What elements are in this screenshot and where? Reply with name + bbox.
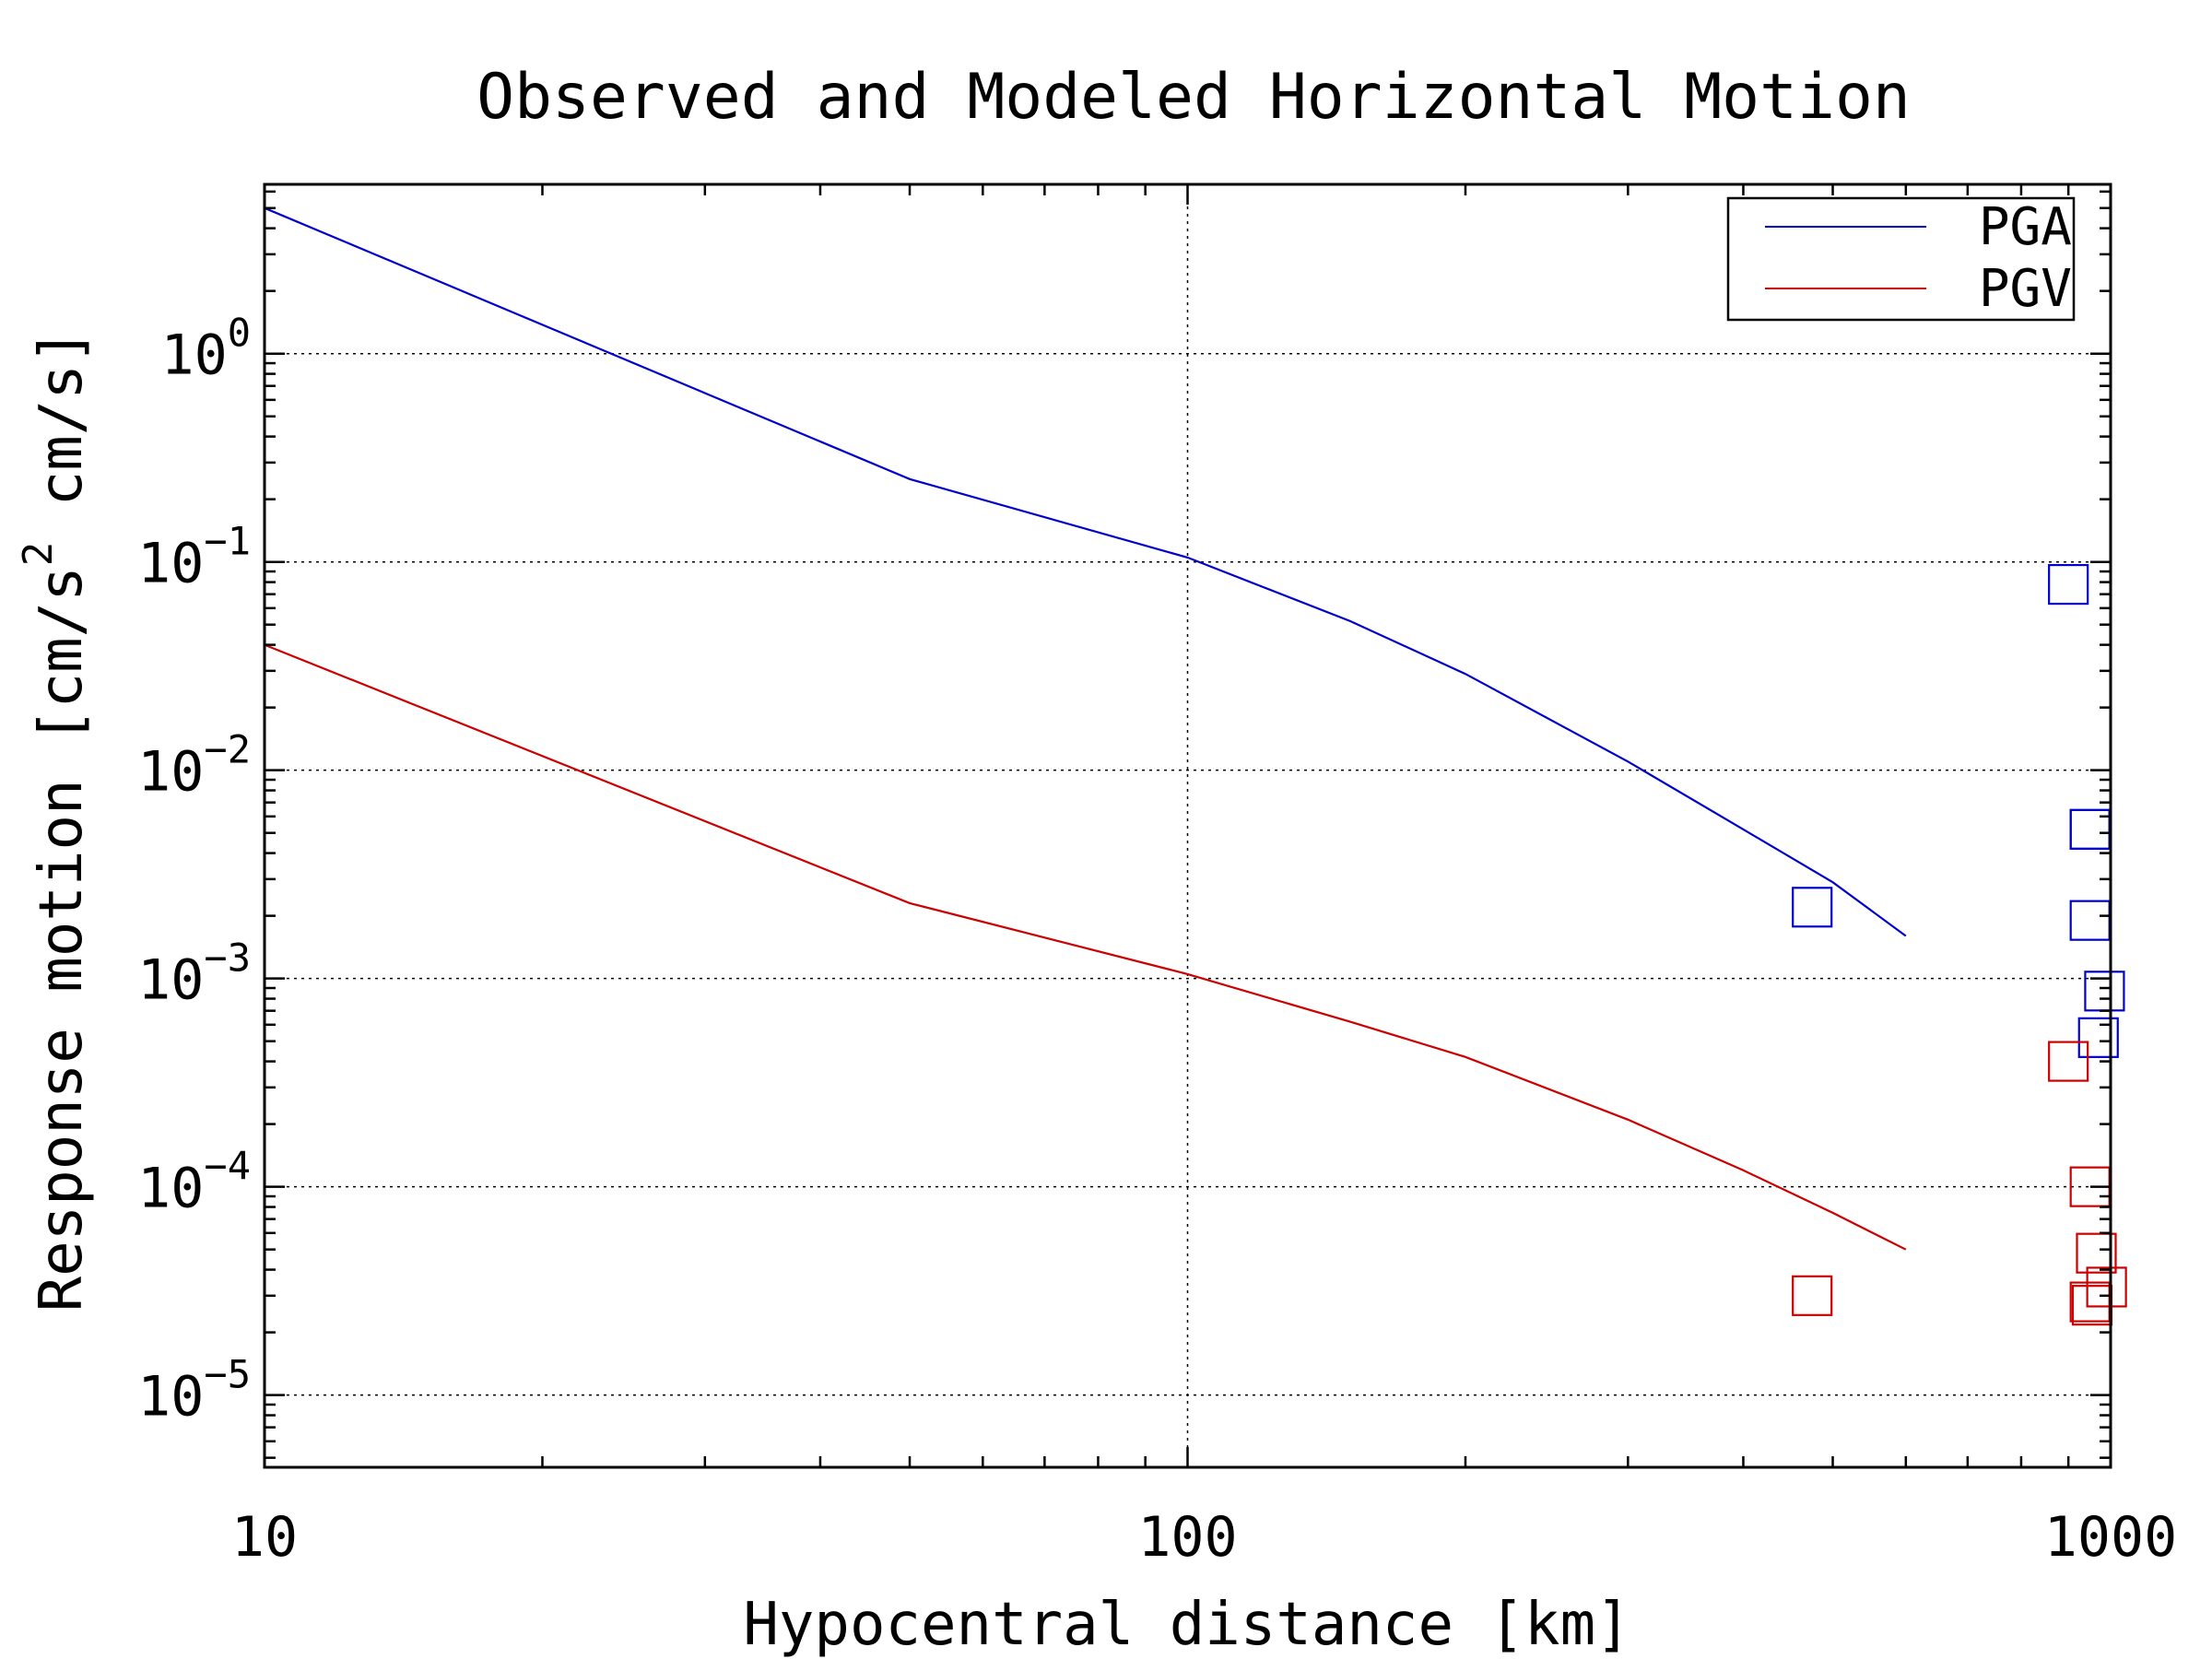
data-marker-2-5 bbox=[2077, 1017, 2119, 1058]
x-axis-label: Hypocentral distance [km] bbox=[743, 1591, 1630, 1659]
data-marker-3-4 bbox=[2086, 1266, 2127, 1308]
series-line-pga bbox=[264, 206, 1907, 937]
y-tick-label-base: 10 bbox=[137, 740, 204, 805]
axis-ticks bbox=[263, 184, 2111, 1467]
y-axis-label: Response motion [cm/s2 cm/s] bbox=[15, 329, 96, 1312]
data-marker-3-6 bbox=[2071, 1285, 2113, 1326]
x-tick-label-2: 1000 bbox=[2044, 1505, 2178, 1570]
y-axis-label-tail: cm/s] bbox=[28, 329, 96, 542]
series-layer bbox=[264, 206, 2127, 1326]
legend: PGA PGV bbox=[1726, 196, 2076, 322]
y-tick-label-0: 100 bbox=[160, 311, 251, 388]
y-tick-label-2: 10−2 bbox=[137, 727, 251, 805]
y-axis-label-main: Response motion [cm/s bbox=[28, 566, 96, 1312]
x-tick-labels: 10 100 1000 bbox=[231, 1505, 2177, 1570]
data-marker-2-3 bbox=[2069, 900, 2111, 941]
y-tick-label-1: 10−1 bbox=[137, 519, 251, 596]
data-marker-2-1 bbox=[2048, 563, 2089, 606]
y-tick-label-exponent: −3 bbox=[204, 935, 251, 981]
data-marker-3-3 bbox=[2076, 1232, 2117, 1274]
y-tick-label-3: 10−3 bbox=[137, 935, 251, 1013]
legend-pga-label: PGA bbox=[1979, 197, 2072, 257]
grid-lines bbox=[265, 184, 2111, 1467]
legend-pgv-label: PGV bbox=[1979, 259, 2072, 319]
x-tick-label-1: 100 bbox=[1137, 1505, 1237, 1570]
data-marker-3-1 bbox=[2048, 1041, 2089, 1082]
y-tick-label-exponent: −2 bbox=[204, 727, 251, 772]
y-tick-label-base: 10 bbox=[137, 532, 204, 596]
y-tick-label-exponent: −5 bbox=[204, 1352, 251, 1397]
data-marker-3-5 bbox=[2069, 1281, 2111, 1323]
data-marker-3-0 bbox=[1792, 1275, 1833, 1316]
y-tick-label-exponent: −1 bbox=[204, 519, 251, 564]
data-marker-2-0 bbox=[1792, 887, 1833, 928]
x-tick-label-0: 10 bbox=[231, 1505, 298, 1570]
y-axis-label-sup: 2 bbox=[15, 542, 62, 567]
y-tick-label-exponent: −4 bbox=[204, 1144, 251, 1189]
chart-title: Observed and Modeled Horizontal Motion bbox=[477, 61, 1911, 134]
y-tick-label-base: 10 bbox=[137, 948, 204, 1013]
y-tick-label-base: 10 bbox=[160, 324, 227, 388]
series-line-pgv bbox=[264, 643, 1907, 1251]
y-tick-label-exponent: 0 bbox=[228, 311, 251, 356]
legend-box bbox=[1726, 196, 2076, 322]
y-tick-label-5: 10−5 bbox=[137, 1352, 251, 1430]
y-tick-label-4: 10−4 bbox=[137, 1144, 251, 1221]
y-tick-label-base: 10 bbox=[137, 1365, 204, 1430]
y-tick-label-base: 10 bbox=[137, 1157, 204, 1221]
